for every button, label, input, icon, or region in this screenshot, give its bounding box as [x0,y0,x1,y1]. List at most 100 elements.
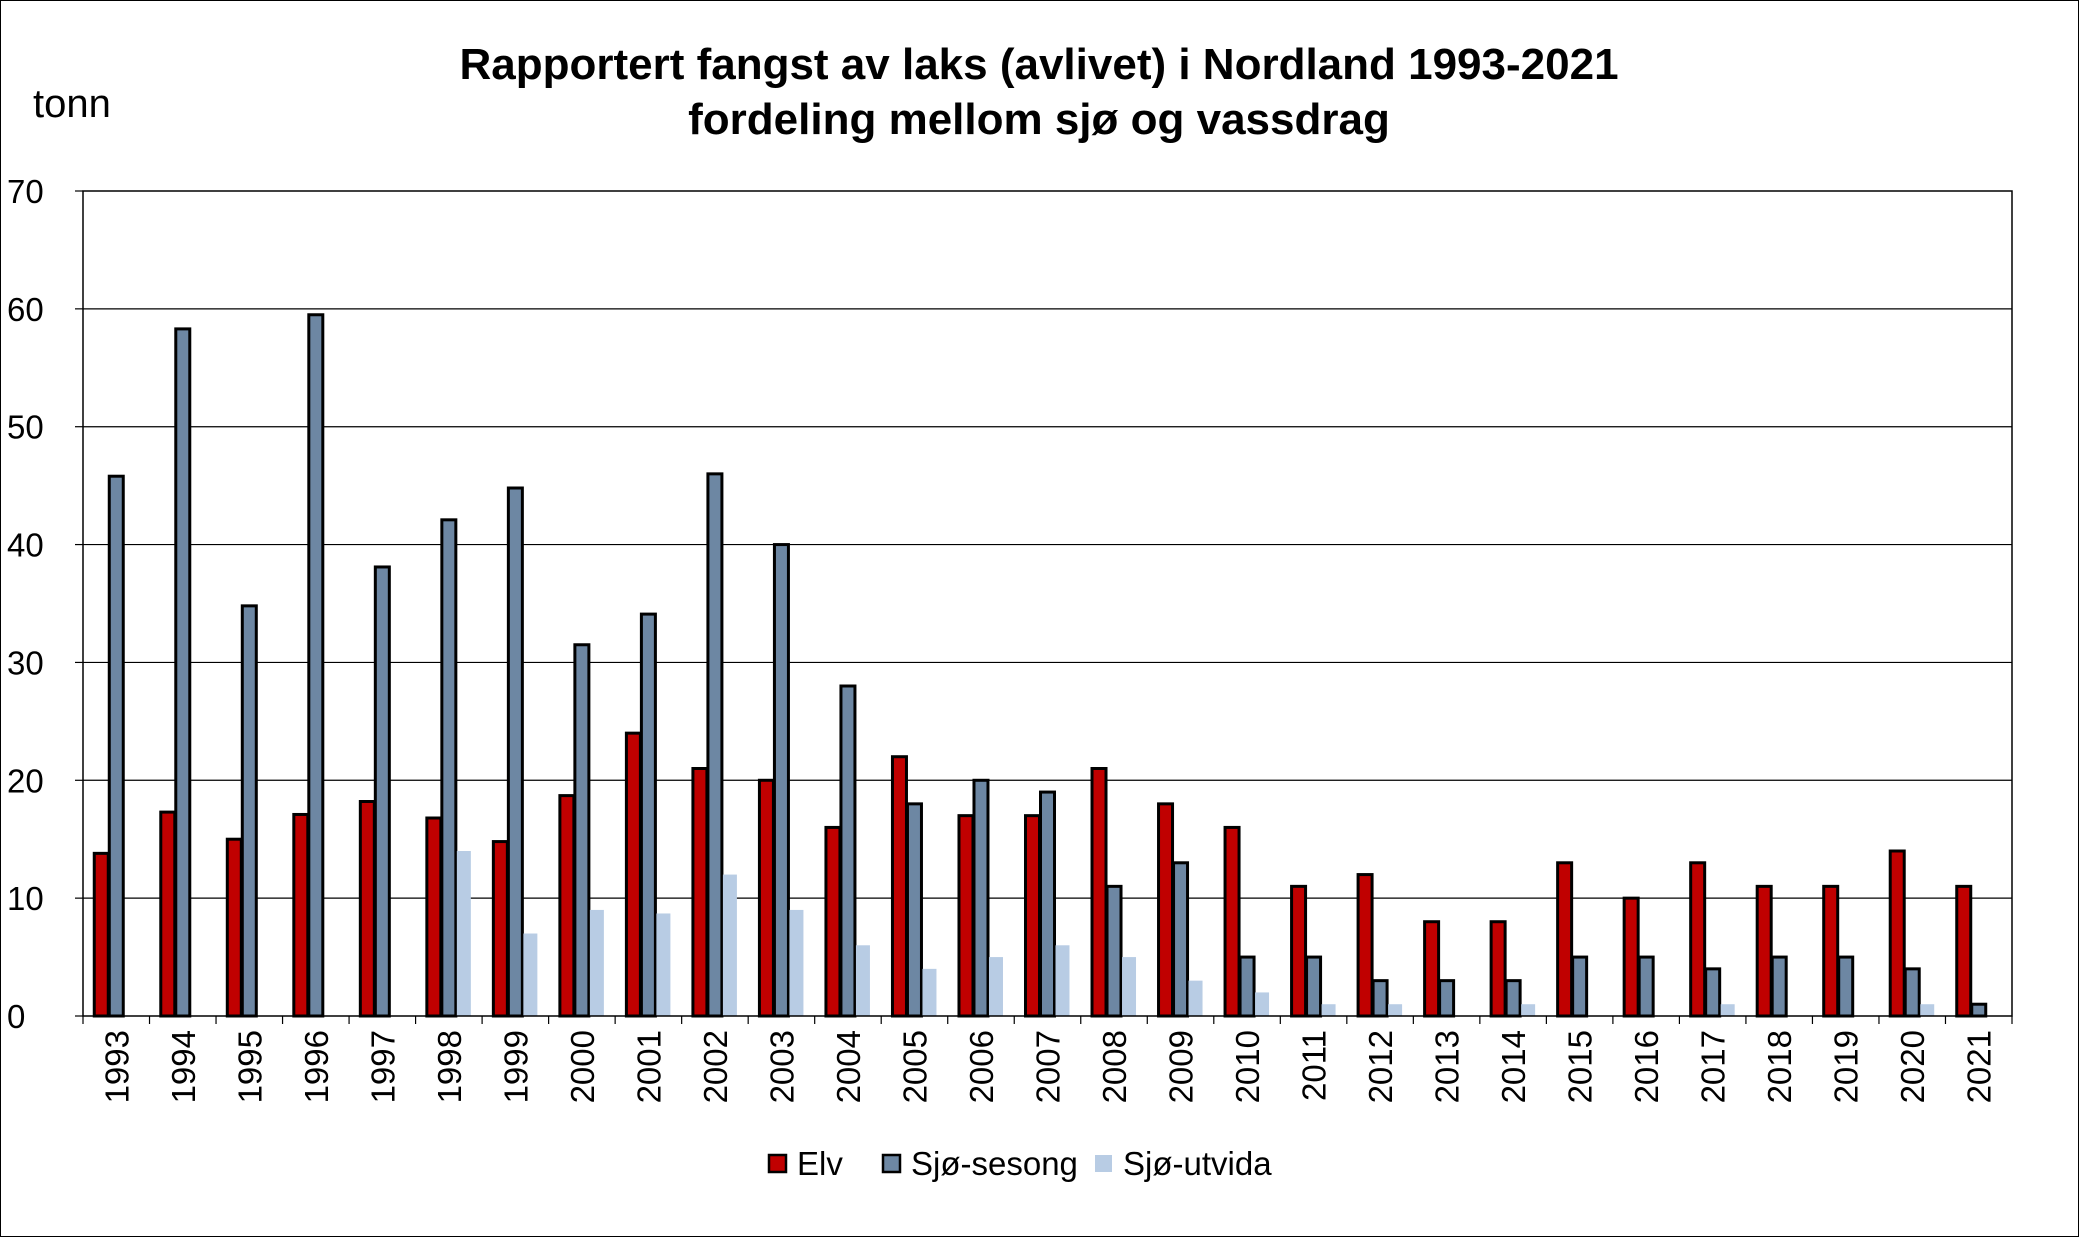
bar-sj-sesong-2017 [1704,967,1722,1018]
bar-elv-2006 [957,814,975,1018]
y-tick-label: 40 [7,527,44,564]
x-tick-label-2015: 2015 [1562,1030,1599,1103]
bar-elv-2009 [1157,802,1175,1018]
x-tick-label-1994: 1994 [165,1030,202,1103]
x-tick-label-2001: 2001 [630,1030,667,1103]
legend-label-sj-utvida: Sjø-utvida [1123,1145,1272,1182]
x-tick-label-2002: 2002 [697,1030,734,1103]
bar-sj-utvida-2007 [1055,945,1070,1016]
x-tick-label-2020: 2020 [1894,1030,1931,1103]
x-tick-label-2007: 2007 [1030,1030,1067,1103]
bar-elv-2013 [1423,920,1441,1018]
bar-sj-utvida-2012 [1388,1004,1403,1016]
x-tick-label-2006: 2006 [963,1030,1000,1103]
bar-sj-sesong-2011 [1305,955,1323,1018]
bar-sj-utvida-2014 [1521,1004,1536,1016]
x-tick-label-1996: 1996 [298,1030,335,1103]
bar-sj-sesong-2012 [1371,979,1389,1018]
x-tick-label-2005: 2005 [896,1030,933,1103]
bar-sj-sesong-2020 [1903,967,1921,1018]
bar-elv-2015 [1556,861,1574,1018]
x-tick-label-2009: 2009 [1163,1030,1200,1103]
bar-elv-2012 [1356,873,1374,1018]
bar-elv-1997 [358,800,376,1018]
x-tick-label-1993: 1993 [98,1030,135,1103]
bar-elv-2018 [1755,884,1773,1018]
bar-sj-sesong-1994 [174,327,192,1018]
bar-sj-utvida-2011 [1321,1004,1336,1016]
bar-sj-utvida-2005 [922,968,937,1016]
x-tick-label-2003: 2003 [763,1030,800,1103]
bar-elv-2001 [624,731,642,1018]
bar-sj-sesong-2008 [1105,884,1123,1018]
bar-elv-2007 [1024,814,1041,1018]
y-tick-label: 0 [7,998,25,1035]
legend-swatch-sj-sesong [881,1153,902,1174]
bar-sj-utvida-1998 [456,851,471,1016]
bar-elv-2010 [1223,825,1241,1018]
bar-elv-1994 [159,810,177,1018]
bar-sj-sesong-2019 [1837,955,1855,1018]
y-tick-label: 10 [7,880,44,917]
plot-area-border [82,190,2013,1017]
x-tick-label-2011: 2011 [1296,1030,1333,1101]
bar-elv-2005 [890,755,908,1018]
bar-elv-2019 [1822,884,1840,1018]
x-tick-label-2014: 2014 [1495,1030,1532,1103]
bar-elv-2011 [1290,884,1308,1018]
bar-sj-sesong-2001 [639,612,657,1018]
legend-label-sj-sesong: Sjø-sesong [911,1145,1078,1182]
x-tick-label-2012: 2012 [1362,1030,1399,1103]
x-tick-label-1995: 1995 [231,1030,268,1103]
bar-elv-2002 [691,767,709,1018]
bar-sj-sesong-2016 [1637,955,1655,1018]
bar-sj-utvida-2002 [722,874,737,1016]
bar-elv-1993 [92,851,110,1018]
bar-sj-sesong-1995 [240,604,258,1018]
chart-title: Rapportert fangst av laks (avlivet) i No… [459,40,1618,89]
bar-elv-2017 [1689,861,1707,1018]
bar-sj-sesong-2010 [1238,955,1256,1018]
bar-elv-2020 [1888,849,1906,1018]
y-tick-label: 70 [7,173,44,210]
x-tick-label-2008: 2008 [1096,1030,1133,1103]
bar-elv-2016 [1622,896,1640,1018]
x-tick-label-2004: 2004 [830,1030,867,1103]
bar-sj-sesong-2003 [772,543,790,1018]
bar-sj-utvida-2017 [1720,1004,1735,1016]
x-tick-label-2000: 2000 [564,1030,601,1103]
x-tick-label-2017: 2017 [1695,1030,1732,1103]
bar-elv-2000 [558,794,576,1018]
bars [92,313,1988,1018]
bar-sj-sesong-1997 [373,565,391,1018]
bar-sj-utvida-2009 [1188,980,1203,1016]
bar-sj-sesong-2002 [706,472,724,1018]
bar-elv-1999 [491,840,509,1018]
bar-elv-2003 [757,778,775,1018]
bar-sj-utvida-2001 [656,913,671,1016]
y-axis-unit-label: tonn [33,82,111,126]
bar-sj-utvida-1999 [523,933,538,1016]
bar-sj-sesong-2005 [905,802,923,1018]
bar-sj-sesong-2014 [1504,979,1522,1018]
legend-swatch-sj-utvida [1095,1155,1112,1172]
legend-label-elv: Elv [797,1145,843,1182]
bar-sj-sesong-1993 [107,474,125,1018]
bar-sj-utvida-2000 [589,909,604,1016]
x-tick-label-2013: 2013 [1429,1030,1466,1103]
bar-sj-sesong-2015 [1571,955,1589,1018]
x-tick-label-1998: 1998 [431,1030,468,1103]
bar-sj-sesong-2004 [839,684,857,1018]
chart-subtitle: fordeling mellom sjø og vassdrag [688,95,1390,144]
y-tick-label: 60 [7,291,44,328]
bar-sj-utvida-2006 [988,957,1003,1016]
x-tick-label-2010: 2010 [1229,1030,1266,1103]
x-tick-label-2019: 2019 [1828,1030,1865,1103]
bar-elv-1998 [425,816,443,1018]
bar-sj-sesong-1996 [307,313,325,1018]
bar-elv-2014 [1489,920,1507,1018]
bar-sj-sesong-2007 [1039,790,1056,1018]
bar-elv-2004 [824,825,842,1018]
